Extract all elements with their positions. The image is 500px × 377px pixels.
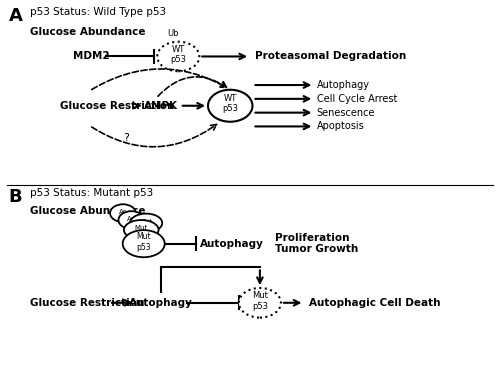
Text: A: A <box>8 7 22 25</box>
Text: Mut: Mut <box>140 219 153 225</box>
Text: Ac: Ac <box>127 216 136 222</box>
Text: Cell Cycle Arrest: Cell Cycle Arrest <box>317 94 397 104</box>
Text: Autophagy: Autophagy <box>200 239 264 249</box>
Text: WT
p53: WT p53 <box>170 45 186 64</box>
Text: Mut: Mut <box>134 225 148 231</box>
Text: Mut
p53: Mut p53 <box>136 233 151 252</box>
Ellipse shape <box>130 214 162 232</box>
Text: Ub: Ub <box>168 29 179 38</box>
Text: Glucose Abundance: Glucose Abundance <box>30 206 146 216</box>
Ellipse shape <box>122 230 164 257</box>
Text: Autophagy: Autophagy <box>129 298 193 308</box>
Text: Ac: Ac <box>118 208 127 215</box>
Text: Senescence: Senescence <box>317 108 375 118</box>
Text: WT
p53: WT p53 <box>222 94 238 113</box>
Ellipse shape <box>239 288 281 317</box>
Text: Glucose Abundance: Glucose Abundance <box>30 27 146 37</box>
Text: Proliferation
Tumor Growth: Proliferation Tumor Growth <box>274 233 358 254</box>
Text: Autophagy: Autophagy <box>317 80 370 90</box>
Ellipse shape <box>110 204 136 222</box>
Text: Mut
p53: Mut p53 <box>252 291 268 311</box>
Text: Autophagic Cell Death: Autophagic Cell Death <box>310 298 441 308</box>
Text: ?: ? <box>124 133 130 143</box>
Text: p53 Status: Mutant p53: p53 Status: Mutant p53 <box>30 188 153 198</box>
Text: B: B <box>8 188 22 206</box>
Ellipse shape <box>124 220 158 240</box>
Text: Proteasomal Degradation: Proteasomal Degradation <box>255 52 406 61</box>
Text: Apoptosis: Apoptosis <box>317 121 364 132</box>
Text: Glucose Restriction: Glucose Restriction <box>30 298 144 308</box>
Text: p53 Status: Wild Type p53: p53 Status: Wild Type p53 <box>30 7 166 17</box>
Ellipse shape <box>118 211 144 229</box>
Text: MDM2: MDM2 <box>74 52 110 61</box>
Text: Glucose Restriction: Glucose Restriction <box>60 101 174 111</box>
Text: AMPK: AMPK <box>144 101 178 111</box>
